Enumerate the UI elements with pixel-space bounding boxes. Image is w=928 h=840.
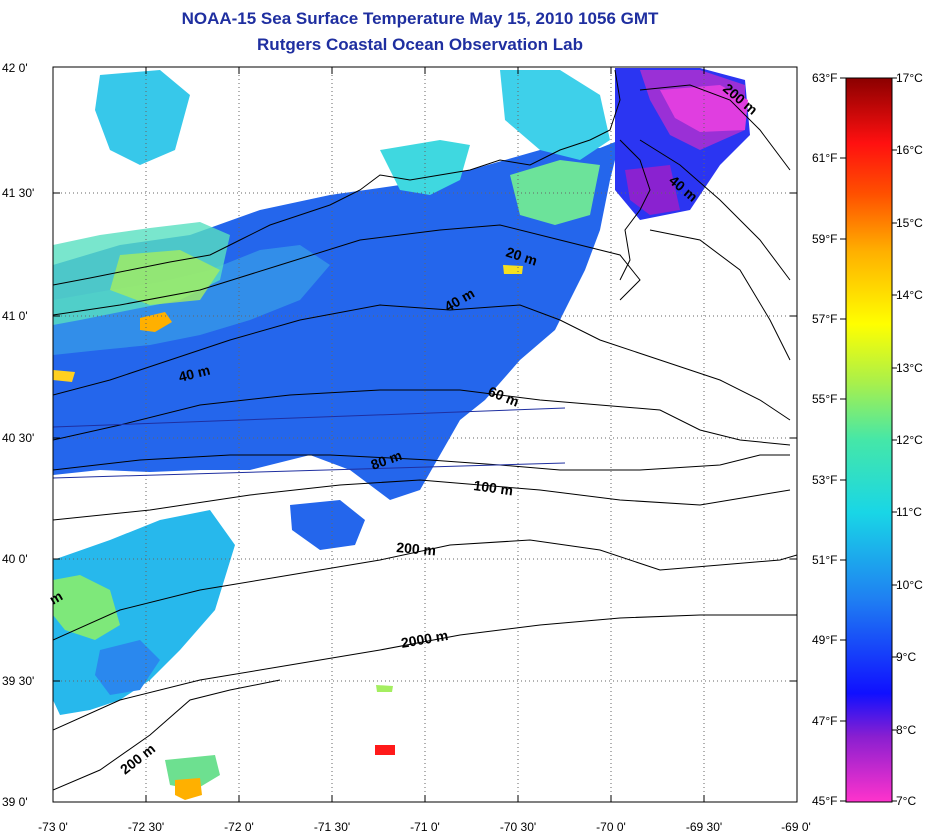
longitude-label: -72 0' <box>224 820 254 834</box>
celsius-label: 10°C <box>896 578 923 592</box>
contour-200m <box>53 539 797 641</box>
latitude-label: 40 30' <box>2 431 35 445</box>
contour-40m <box>53 304 791 421</box>
longitude-label: -70 30' <box>499 820 537 834</box>
contour-40m-north <box>639 139 791 281</box>
celsius-label: 11°C <box>896 505 922 519</box>
sst-southwest-green <box>53 575 120 640</box>
celsius-label: 16°C <box>896 143 923 157</box>
map-subtitle: Rutgers Coastal Ocean Observation Lab <box>257 35 583 54</box>
celsius-label: 12°C <box>896 433 923 447</box>
temperature-colorbar <box>845 77 893 803</box>
fahrenheit-label: 49°F <box>812 633 838 647</box>
contour-60m <box>53 389 791 446</box>
depth-label: 200 m <box>117 740 158 777</box>
fahrenheit-label: 45°F <box>812 794 838 808</box>
contour-100m <box>53 479 791 521</box>
longitude-label: -70 0' <box>596 820 626 834</box>
sst-yellow-spot <box>53 370 75 382</box>
latitude-label: 42 0' <box>2 61 28 75</box>
latitude-label: 41 30' <box>2 186 35 200</box>
sst-south-patch <box>290 500 365 550</box>
fahrenheit-label: 47°F <box>812 714 838 728</box>
fahrenheit-label: 53°F <box>812 473 838 487</box>
contour-cape-2 <box>649 229 791 361</box>
frame-ticks <box>53 67 797 802</box>
sst-buzzards <box>510 160 600 225</box>
sst-southwest-blue <box>95 640 160 695</box>
latitude-label: 39 0' <box>2 795 28 809</box>
depth-label: 100 m <box>473 477 515 498</box>
celsius-label: 14°C <box>896 288 923 302</box>
fahrenheit-label: 63°F <box>812 71 838 85</box>
fahrenheit-label: 61°F <box>812 151 838 165</box>
sst-orange-spot <box>140 312 172 332</box>
longitude-label: -73 0' <box>38 820 68 834</box>
latitude-label: 41 0' <box>2 309 28 323</box>
contour-200m-south <box>53 679 281 791</box>
graticule <box>53 67 797 802</box>
longitude-label: -72 30' <box>127 820 165 834</box>
colorbar-ticks <box>840 77 897 802</box>
contour-cape-1 <box>639 84 791 171</box>
latitude-label: 40 0' <box>2 552 28 566</box>
contour-2000m <box>53 614 797 731</box>
fahrenheit-label: 57°F <box>812 312 838 326</box>
celsius-label: 17°C <box>896 71 923 85</box>
fahrenheit-label: 59°F <box>812 232 838 246</box>
sst-main-plume <box>53 140 620 500</box>
sst-small-green <box>376 685 393 692</box>
transect-lines <box>52 407 566 479</box>
sst-small-red <box>375 745 395 755</box>
sst-long-island-sound <box>95 70 190 165</box>
sst-cape-cod-violet <box>625 165 680 215</box>
celsius-label: 15°C <box>896 216 923 230</box>
longitude-label: -69 30' <box>685 820 723 834</box>
sst-cape-cod-magenta <box>660 85 748 132</box>
celsius-label: 7°C <box>896 794 917 808</box>
fahrenheit-label: 55°F <box>812 392 838 406</box>
fahrenheit-label: 51°F <box>812 553 838 567</box>
sst-small-yellow <box>503 265 523 274</box>
sst-small-orange <box>175 778 202 800</box>
map-title: NOAA-15 Sea Surface Temperature May 15, … <box>181 9 659 28</box>
contour-lines <box>53 69 797 791</box>
longitude-label: -71 30' <box>313 820 351 834</box>
celsius-label: 8°C <box>896 723 917 737</box>
temperature-data <box>53 68 750 800</box>
celsius-label: 13°C <box>896 361 923 375</box>
latitude-label: 39 30' <box>2 674 35 688</box>
coastline <box>53 69 621 286</box>
celsius-label: 9°C <box>896 650 917 664</box>
contour-20m <box>53 224 641 316</box>
depth-label: 200 m <box>396 539 437 558</box>
depth-label: 40 m <box>177 362 212 385</box>
longitude-label: -71 0' <box>410 820 440 834</box>
sst-mass-bay-cyan <box>500 70 610 160</box>
longitude-label: -69 0' <box>781 820 811 834</box>
cape-cod-coast <box>619 139 651 281</box>
depth-label: 60 m <box>486 383 522 410</box>
